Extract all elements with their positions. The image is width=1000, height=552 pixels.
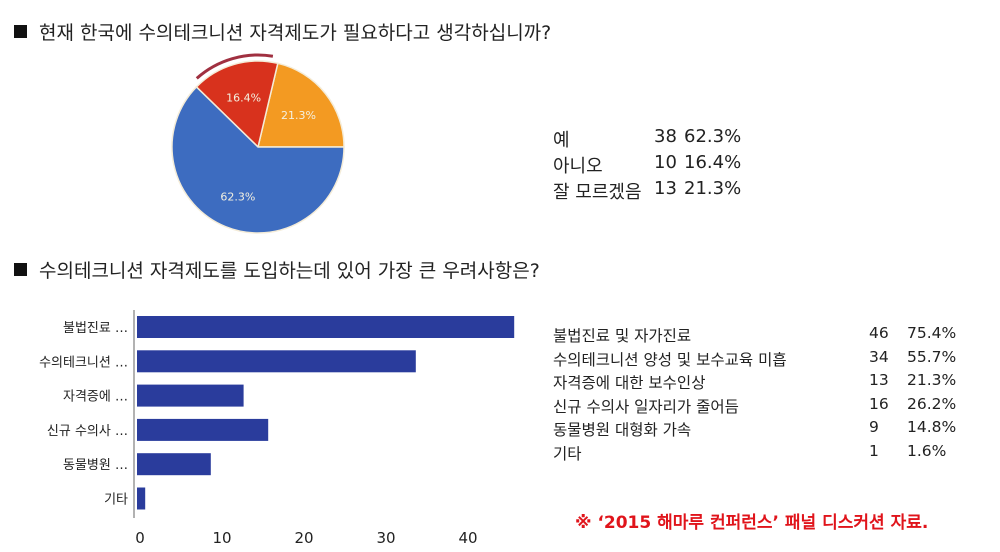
pie-slice — [171, 85, 345, 234]
legend-cell: 62.3% — [684, 126, 742, 147]
bar-chart: 불법진료 … 수의테크니션 … 자격증에 … 신규 수의사 … 동물병원 … 기타 0 10 2… — [39, 310, 515, 547]
square-bullet-icon — [14, 25, 27, 38]
bar-category-label: 신규 수의사 … — [47, 424, 128, 439]
question-2-text: 수의테크니션 자격제도를 도입하는데 있어 가장 큰 우려사항은? — [39, 260, 540, 282]
legend-cell: 14.8% — [907, 418, 957, 436]
pie-chart: 21.3% 16.4% 62.3% — [171, 53, 345, 234]
question-1-text: 현재 한국에 수의테크니션 자격제도가 필요하다고 생각하십니까? — [39, 22, 552, 44]
legend-cell: 1 — [869, 441, 879, 460]
x-tick-label: 10 — [212, 529, 231, 547]
bar — [137, 453, 211, 476]
legend-cell: 75.4% — [907, 324, 957, 342]
bar — [137, 384, 244, 407]
legend-cell: 46 — [869, 324, 889, 342]
legend-cell: 16.4% — [684, 152, 742, 173]
bar — [137, 487, 146, 510]
pie-slice — [257, 62, 345, 148]
bar-category-label: 자격증에 … — [63, 390, 128, 405]
square-bullet-icon — [14, 263, 27, 276]
legend-cell: 34 — [869, 347, 889, 366]
question-1-title: 현재 한국에 수의테크니션 자격제도가 필요하다고 생각하십니까? — [14, 18, 551, 45]
x-tick-label: 40 — [458, 529, 477, 547]
legend-cell: 수의테크니션 양성 및 보수교육 미흡 — [553, 350, 787, 369]
legend-cell: 21.3% — [907, 371, 957, 389]
bar-category-label: 동물병원 … — [63, 458, 128, 473]
legend-cell: 잘 모르겠음 — [553, 182, 642, 203]
legend-cell: 아니오 — [553, 156, 603, 177]
pie-slice-label: 62.3% — [220, 190, 255, 203]
legend-cell: 13 — [869, 371, 889, 389]
x-tick-label: 0 — [135, 529, 145, 547]
legend-cell: 신규 수의사 일자리가 줄어듬 — [553, 397, 739, 416]
legend-cell: 자격증에 대한 보수인상 — [553, 374, 706, 392]
legend-cell: 10 — [654, 152, 677, 173]
legend-cell: 9 — [869, 418, 879, 436]
legend-cell: 38 — [654, 126, 677, 147]
bar-category-label: 수의테크니션 … — [39, 355, 128, 370]
x-tick-label: 30 — [376, 529, 395, 547]
bar — [137, 316, 515, 338]
question-2-title: 수의테크니션 자격제도를 도입하는데 있어 가장 큰 우려사항은? — [14, 256, 540, 283]
highlight-arc — [195, 53, 274, 80]
pie-slice-label: 21.3% — [281, 109, 316, 122]
bar-category-label: 불법진료 … — [63, 321, 128, 336]
legend-cell: 21.3% — [684, 178, 742, 199]
pie-slice-label: 16.4% — [226, 91, 261, 104]
bar — [137, 418, 269, 441]
legend-cell: 16 — [869, 394, 889, 413]
legend-cell: 1.6% — [907, 441, 947, 460]
legend-cell: 불법진료 및 자가진료 — [553, 327, 692, 345]
legend-cell: 기타 — [553, 444, 582, 463]
legend-cell: 동물병원 대형화 가속 — [553, 421, 692, 439]
legend-cell: 예 — [553, 130, 570, 151]
pie-slice — [195, 60, 279, 149]
legend-cell: 13 — [654, 178, 677, 199]
source-footnote: ※ ‘2015 해마루 컨퍼런스’ 패널 디스커션 자료. — [575, 513, 929, 533]
x-tick-label: 20 — [294, 529, 313, 547]
legend-cell: 55.7% — [907, 347, 957, 366]
legend-cell: 26.2% — [907, 394, 957, 413]
bar — [137, 350, 416, 373]
bar-category-label: 기타 — [104, 493, 128, 508]
